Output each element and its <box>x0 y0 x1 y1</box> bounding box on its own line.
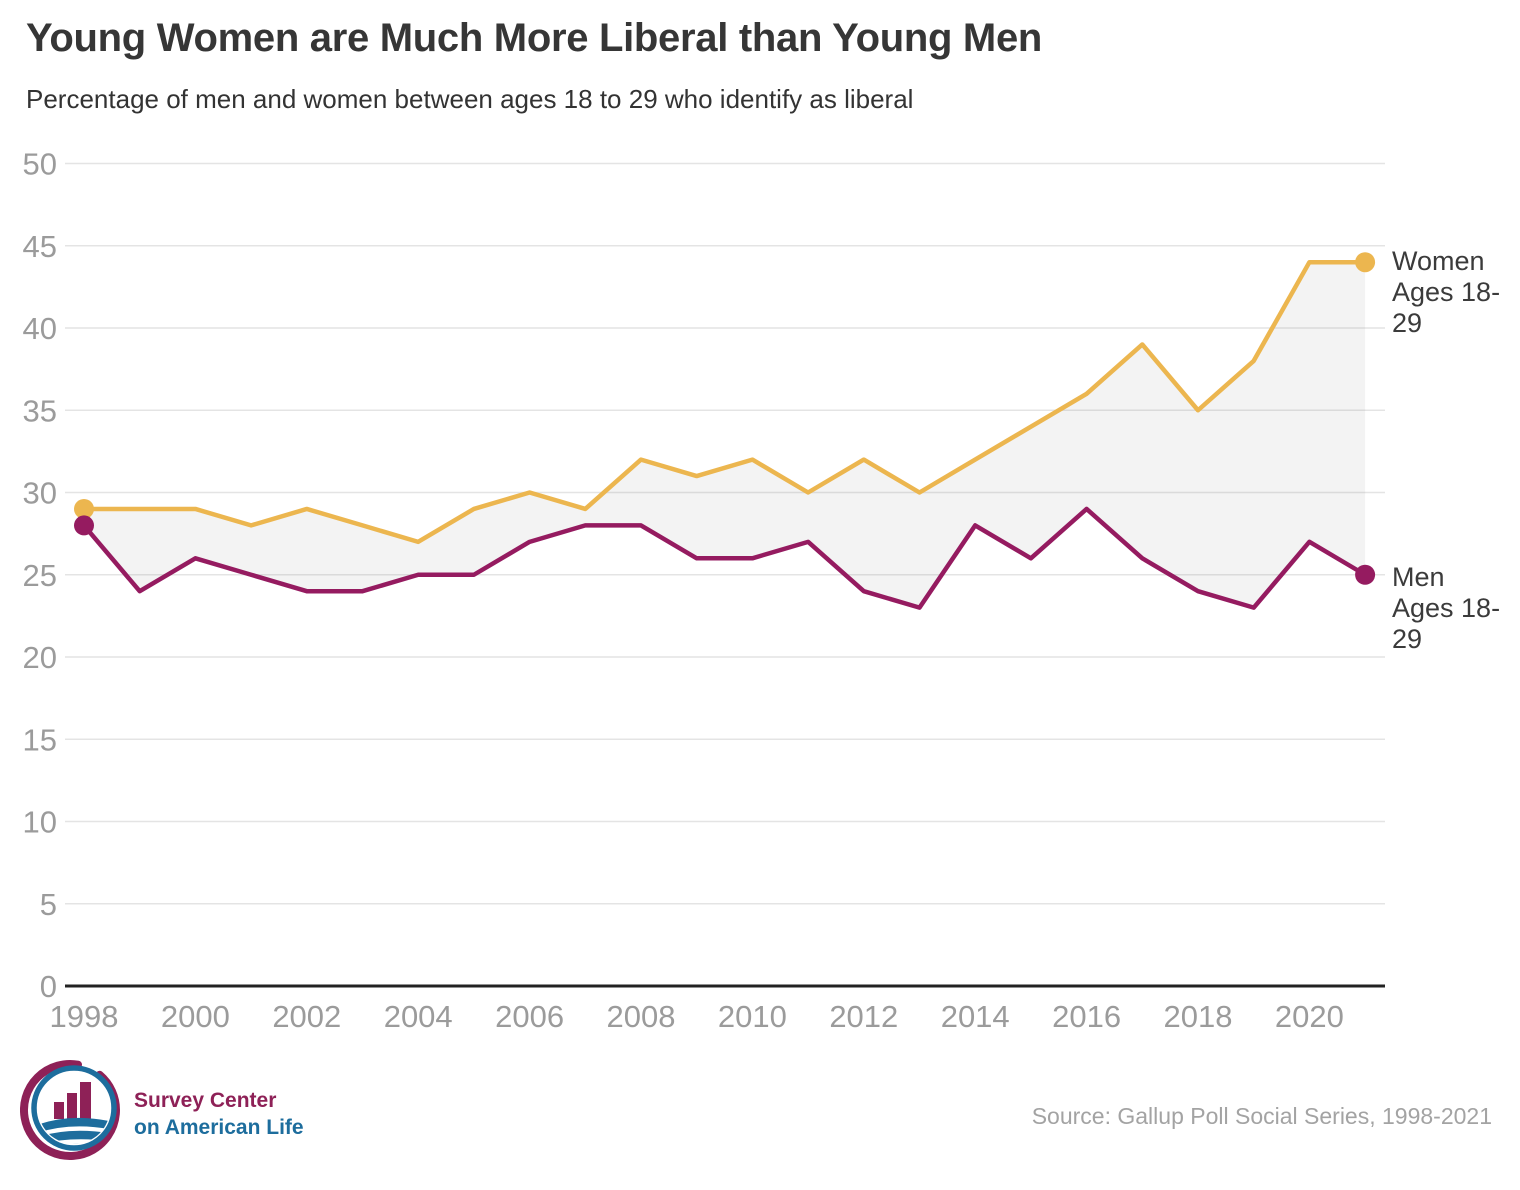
series-endpoint-women <box>1355 252 1376 273</box>
y-tick-label-10: 10 <box>23 805 57 840</box>
x-tick-label-2004: 2004 <box>384 999 453 1034</box>
y-tick-label-15: 15 <box>23 722 57 757</box>
logo-wordmark-line1: Survey Center <box>134 1089 277 1112</box>
x-tick-label-2018: 2018 <box>1164 999 1233 1034</box>
series-label-women: Women Ages 18-29 <box>1392 246 1501 338</box>
x-tick-label-1998: 1998 <box>50 999 119 1034</box>
y-tick-label-25: 25 <box>23 558 57 593</box>
y-tick-label-5: 5 <box>40 887 57 922</box>
x-tick-label-2006: 2006 <box>495 999 564 1034</box>
logo-wordmark: Survey Center on American Life <box>134 1087 304 1141</box>
series-line-women <box>84 259 1366 545</box>
x-tick-label-2008: 2008 <box>607 999 676 1034</box>
series-endpoint-women <box>74 498 94 519</box>
page-subtitle: Percentage of men and women between ages… <box>26 84 914 114</box>
y-tick-label-0: 0 <box>40 969 57 1004</box>
logo-wordmark-line2: on American Life <box>134 1116 304 1139</box>
x-tick-label-2002: 2002 <box>272 999 341 1034</box>
page-title: Young Women are Much More Liberal than Y… <box>26 16 1043 60</box>
series-endpoint-men <box>1355 564 1376 585</box>
x-tick-label-2012: 2012 <box>829 999 898 1034</box>
logo-waves-icon <box>38 1117 110 1144</box>
gender-gap-area <box>84 262 1366 608</box>
x-tick-label-2020: 2020 <box>1275 999 1344 1034</box>
y-tick-label-35: 35 <box>23 393 57 428</box>
y-tick-label-20: 20 <box>23 640 57 675</box>
x-tick-label-2014: 2014 <box>941 999 1010 1034</box>
y-tick-label-30: 30 <box>23 476 57 511</box>
series-endpoint-men <box>74 515 94 536</box>
y-tick-label-45: 45 <box>23 229 57 264</box>
series-line-men <box>82 506 1367 610</box>
series-label-men: Men Ages 18-29 <box>1392 562 1501 654</box>
source-note: Source: Gallup Poll Social Series, 1998-… <box>1031 1103 1492 1129</box>
x-tick-label-2010: 2010 <box>718 999 787 1034</box>
y-tick-label-50: 50 <box>23 147 57 182</box>
x-tick-label-2000: 2000 <box>161 999 230 1034</box>
x-tick-label-2016: 2016 <box>1052 999 1121 1034</box>
survey-center-logo-icon <box>20 1060 120 1160</box>
y-tick-label-40: 40 <box>23 311 57 346</box>
logo-bars-icon <box>54 1082 91 1119</box>
